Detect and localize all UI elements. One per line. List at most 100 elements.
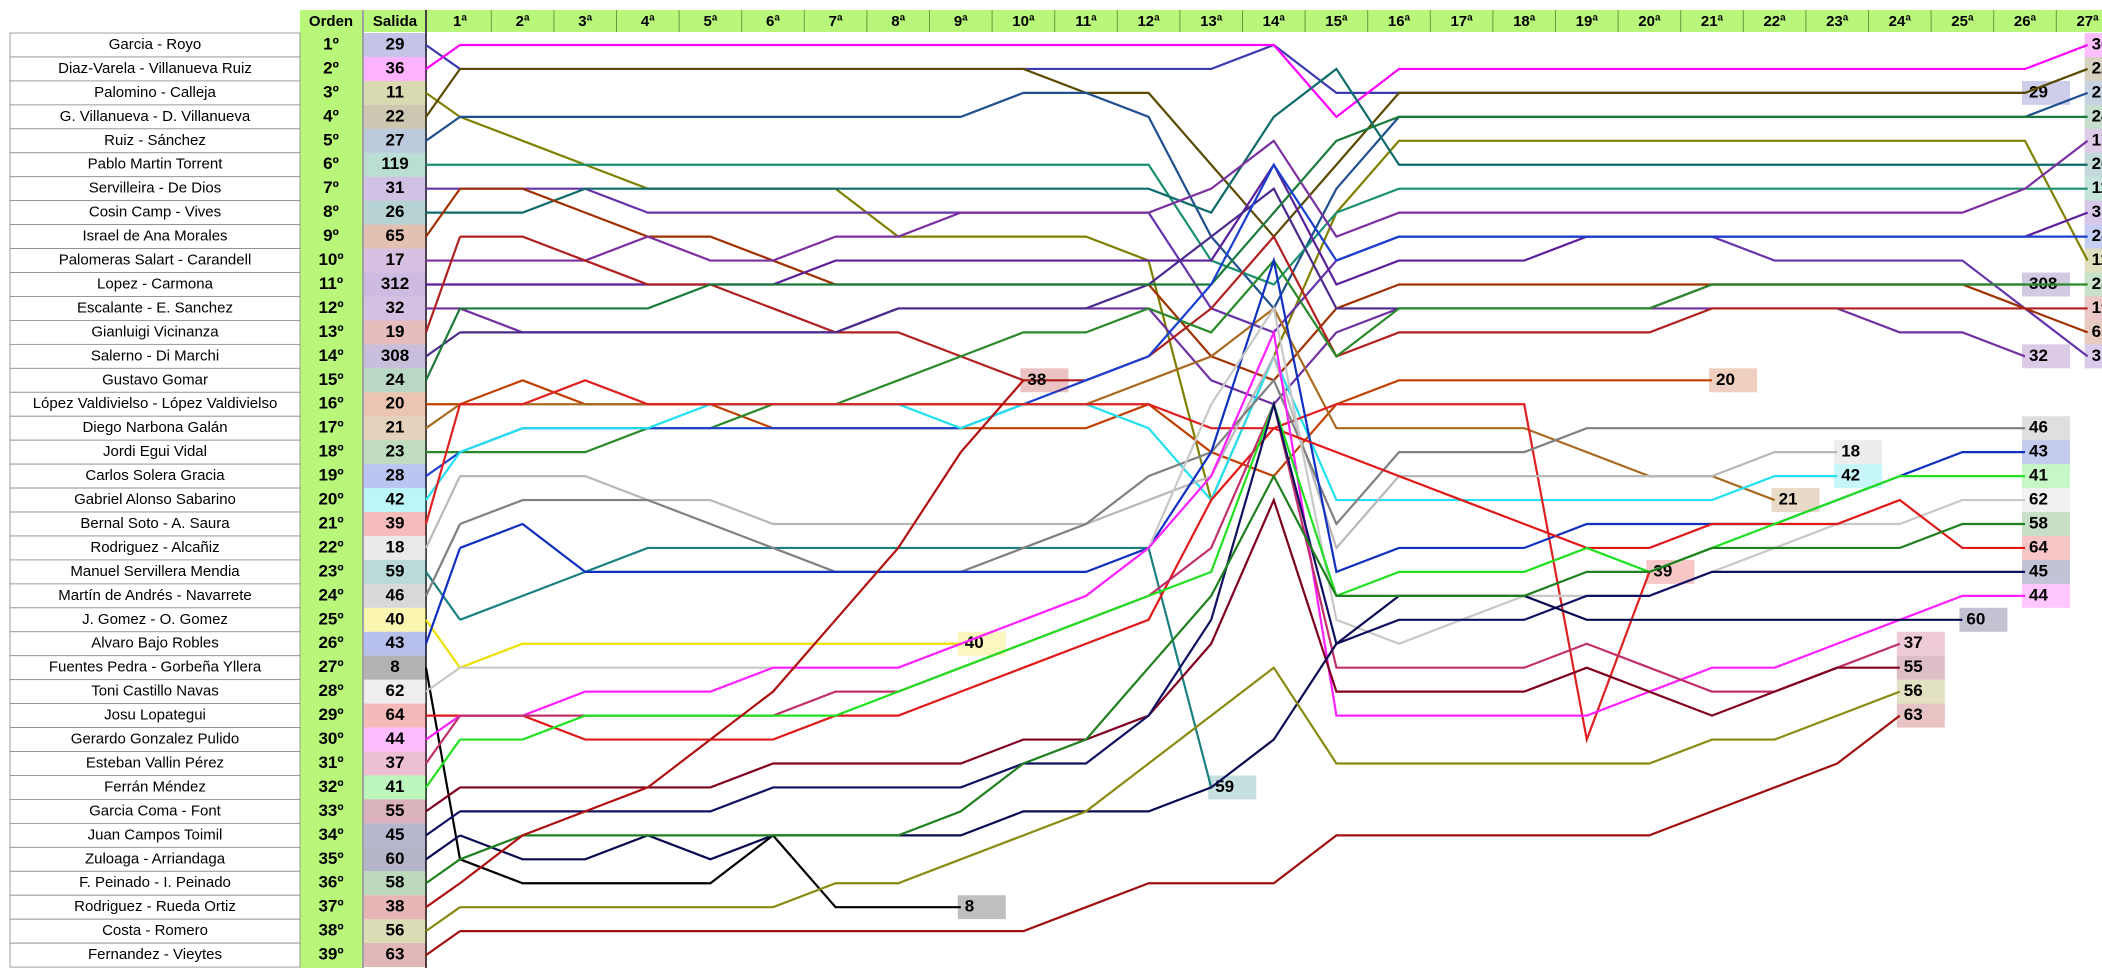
end-label: 24 <box>2092 106 2102 125</box>
salida: 119 <box>381 154 408 173</box>
orden: 26º <box>318 633 343 652</box>
salida: 8 <box>390 657 399 676</box>
orden: 23º <box>318 561 343 580</box>
end-box <box>957 895 1006 920</box>
end-box <box>2022 583 2070 608</box>
salida: 44 <box>386 729 405 748</box>
salida-header-bg <box>364 10 426 32</box>
salida-cell <box>364 488 426 513</box>
end-label: 42 <box>1841 466 1860 485</box>
team-name: Fuentes Pedra - Gorbeña Yllera <box>49 659 262 676</box>
end-box <box>2084 152 2102 177</box>
end-label: 43 <box>2029 442 2048 461</box>
salida-cell <box>364 80 426 105</box>
team-line <box>459 162 2088 454</box>
team-name: Rodriguez - Rueda Ortiz <box>74 898 236 915</box>
end-label: 26 <box>2092 154 2102 173</box>
end-label: 45 <box>2029 561 2048 580</box>
end-label: 28 <box>2092 226 2102 245</box>
round-label: 24ª <box>1889 13 1912 30</box>
orden: 19º <box>318 466 343 485</box>
salida-cell <box>364 823 426 848</box>
round-label: 3ª <box>578 13 592 30</box>
start-connector <box>425 92 461 118</box>
salida-cell <box>364 703 426 728</box>
orden: 10º <box>318 250 343 269</box>
team-line <box>460 162 2088 286</box>
orden: 7º <box>323 178 339 197</box>
team-name: Lopez - Carmona <box>97 275 214 292</box>
end-box <box>2084 272 2102 297</box>
orden: 34º <box>318 825 343 844</box>
orden: 36º <box>318 873 343 892</box>
round-label: 12ª <box>1137 13 1160 30</box>
orden: 12º <box>318 298 343 317</box>
team-name: Palomino - Calleja <box>94 84 216 101</box>
salida: 40 <box>386 609 405 628</box>
orden: 35º <box>318 849 343 868</box>
end-box <box>2022 512 2070 536</box>
team-name: Israel de Ana Morales <box>82 228 227 245</box>
salida: 63 <box>386 945 405 964</box>
team-name: Gabriel Alonso Sabarino <box>74 491 236 508</box>
salida-cell <box>364 440 426 465</box>
start-connector <box>425 307 461 381</box>
salida-cell <box>364 392 426 417</box>
round-label: 6ª <box>766 13 780 30</box>
orden: 37º <box>318 897 343 916</box>
salida-cell <box>364 224 426 249</box>
team-line <box>460 714 1901 933</box>
end-label: 38 <box>1027 370 1046 389</box>
team-name: Alvaro Bajo Robles <box>91 635 219 652</box>
orden-header: Orden <box>309 13 353 30</box>
end-label: 29 <box>2029 82 2048 101</box>
salida: 59 <box>386 561 405 580</box>
end-label: 59 <box>1215 777 1234 796</box>
team-line <box>459 594 1963 861</box>
orden: 22º <box>318 537 343 556</box>
salida-cell <box>364 344 426 369</box>
rounds-header-bg <box>426 10 2102 32</box>
salida-cell <box>364 871 426 896</box>
team-name: Salerno - Di Marchi <box>91 347 219 364</box>
salida: 21 <box>386 418 405 437</box>
end-label: 63 <box>1904 705 1923 724</box>
salida: 23 <box>386 442 405 461</box>
end-label: 8 <box>965 897 974 916</box>
end-label: 23 <box>2092 274 2102 293</box>
end-box <box>2022 80 2070 105</box>
end-box <box>2084 296 2102 321</box>
team-line <box>459 642 961 669</box>
salida: 56 <box>386 921 405 940</box>
end-box <box>2022 416 2070 441</box>
end-label: 19 <box>2092 298 2102 317</box>
team-name: Esteban Vallin Pérez <box>86 754 224 771</box>
start-connector <box>425 882 461 909</box>
orden: 11º <box>319 274 343 293</box>
team-name: Cosin Camp - Vives <box>89 204 221 221</box>
team-name: Palomeras Salart - Carandell <box>59 252 252 269</box>
team-name: Manuel Servillera Mendia <box>70 563 240 580</box>
orden: 16º <box>318 394 343 413</box>
end-box <box>1834 464 1883 489</box>
round-label: 13ª <box>1200 13 1223 30</box>
orden: 27º <box>318 657 343 676</box>
team-line <box>460 400 2025 741</box>
start-connector <box>425 906 461 933</box>
start-connector <box>425 666 461 693</box>
salida: 60 <box>386 849 405 868</box>
team-name: Pablo Martin Torrent <box>88 156 224 173</box>
orden: 15º <box>318 370 343 389</box>
salida-cell <box>364 272 426 297</box>
salida: 11 <box>386 82 404 101</box>
end-label: 18 <box>1841 442 1860 461</box>
end-label: 37 <box>1904 633 1923 652</box>
end-box <box>2084 224 2102 249</box>
start-connector <box>425 786 461 813</box>
salida: 39 <box>386 513 405 532</box>
end-box <box>2022 440 2070 465</box>
orden: 38º <box>318 921 343 940</box>
end-label: 40 <box>965 633 984 652</box>
salida: 55 <box>386 801 405 820</box>
salida: 45 <box>386 825 405 844</box>
